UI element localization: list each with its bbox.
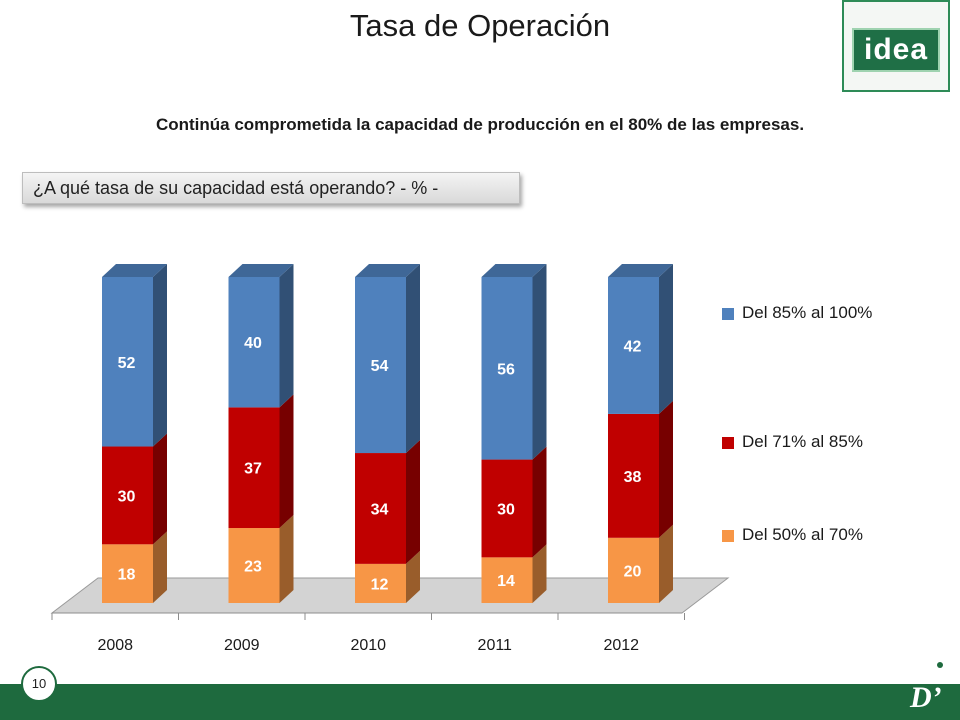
- legend-item: Del 85% al 100%: [722, 303, 872, 323]
- bar-side: [659, 524, 673, 603]
- bar-segment: [481, 459, 533, 558]
- bar-side: [153, 264, 167, 447]
- idea-logo: idea: [842, 0, 950, 92]
- bar-side: [659, 400, 673, 538]
- legend-swatch: [722, 307, 734, 320]
- legend-item: Del 71% al 85%: [722, 432, 863, 452]
- legend-label: Del 50% al 70%: [742, 525, 863, 544]
- bar-top: [355, 264, 420, 277]
- data-label: 23: [244, 559, 262, 576]
- bar-segment: [228, 407, 280, 529]
- legend-swatch: [722, 529, 734, 542]
- bar-side: [406, 550, 420, 603]
- x-tick-label: 2010: [350, 637, 386, 654]
- bar-side: [659, 264, 673, 414]
- x-tick-label: 2012: [603, 637, 639, 654]
- data-label: 20: [624, 563, 642, 580]
- bar-segment: [228, 528, 280, 603]
- bar-side: [406, 264, 420, 454]
- bar-side: [279, 515, 294, 603]
- bar-top: [608, 264, 673, 277]
- bar-segment: [102, 446, 153, 545]
- legend-item: Del 50% al 70%: [722, 525, 863, 545]
- stacked-bar-chart: 18 30 52 2008 23 37 40 2009 12 34 54 2010 14 30 56 2011…: [50, 264, 730, 654]
- bar-segment: [481, 557, 533, 603]
- data-label: 18: [118, 567, 136, 584]
- data-label: 30: [497, 501, 515, 518]
- brand-mark: D’: [910, 681, 942, 714]
- question-label: ¿A qué tasa de su capacidad está operand…: [22, 172, 520, 204]
- bar-segment: [608, 277, 659, 414]
- bar-segment: [608, 537, 659, 603]
- bar-top: [481, 264, 547, 277]
- bar-segment: [228, 277, 280, 408]
- bar-segment: [102, 277, 153, 447]
- bar-side: [153, 433, 167, 545]
- idea-logo-text: idea: [852, 28, 940, 72]
- page-number: 10: [21, 666, 57, 702]
- bar-segment: [481, 277, 533, 460]
- bar-side: [153, 531, 167, 603]
- data-label: 38: [624, 469, 642, 486]
- bar-side: [532, 264, 547, 460]
- data-label: 42: [624, 338, 642, 355]
- bar-side: [279, 264, 294, 408]
- legend-label: Del 85% al 100%: [742, 303, 873, 322]
- brand-dot: [937, 662, 943, 668]
- bar-segment: [608, 413, 659, 538]
- data-label: 30: [118, 488, 136, 505]
- legend-label: Del 71% al 85%: [742, 432, 863, 451]
- data-label: 56: [497, 361, 515, 378]
- x-tick-label: 2008: [97, 637, 133, 654]
- slide-subtitle: Continúa comprometida la capacidad de pr…: [155, 115, 805, 134]
- x-tick-label: 2009: [224, 637, 260, 654]
- bar-top: [102, 264, 167, 277]
- bar-top: [228, 264, 294, 277]
- data-label: 54: [371, 358, 389, 375]
- bar-side: [532, 544, 547, 603]
- bar-segment: [355, 453, 406, 564]
- data-label: 37: [244, 461, 262, 478]
- data-label: 34: [371, 501, 389, 518]
- data-label: 40: [244, 335, 262, 352]
- bar-side: [532, 446, 547, 558]
- data-label: 52: [118, 355, 136, 372]
- footer-bar: [0, 684, 960, 720]
- bar-side: [406, 440, 420, 564]
- data-label: 14: [497, 573, 515, 590]
- bar-segment: [102, 544, 153, 603]
- bar-side: [279, 394, 294, 529]
- bar-segment: [355, 277, 406, 454]
- x-tick-label: 2011: [478, 637, 513, 654]
- legend-swatch: [722, 436, 734, 449]
- data-label: 12: [371, 576, 389, 593]
- page-title: Tasa de Operación: [349, 8, 611, 43]
- bar-segment: [355, 563, 406, 603]
